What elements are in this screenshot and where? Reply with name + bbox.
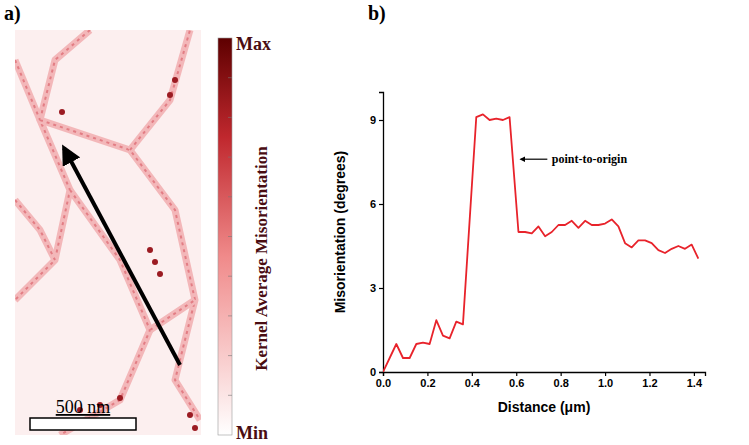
tick-mark <box>561 372 562 376</box>
tick-mark <box>605 372 606 376</box>
tick: 1.0 <box>598 372 613 389</box>
colorbar-tick <box>228 77 232 78</box>
grain-boundary <box>130 30 190 150</box>
scale-bar <box>30 418 136 430</box>
colorbar-tick <box>228 157 232 158</box>
data-line <box>383 114 698 372</box>
tick-mark <box>649 372 650 376</box>
tick: 0.0 <box>376 372 391 389</box>
tick-label: 0.2 <box>420 377 435 389</box>
figure: a) 500 nm Max Min Kernel Average Misorientat… <box>0 0 749 445</box>
colorbar-tick <box>228 395 232 396</box>
map <box>15 30 201 435</box>
high-kam-spot <box>147 247 153 253</box>
grain-boundary <box>40 120 200 420</box>
tick: 0.4 <box>465 372 481 389</box>
tick-mark <box>516 372 517 376</box>
tick-label: 1.0 <box>598 377 613 389</box>
tick-label: 6 <box>370 198 376 210</box>
tick-mark <box>379 120 383 121</box>
axis-line <box>384 373 706 377</box>
colorbar <box>218 38 232 435</box>
y-axis: 0 3 6 9 <box>370 93 384 379</box>
colorbar-min-label: Min <box>236 423 268 443</box>
high-kam-spot <box>167 92 173 98</box>
panel-label: b) <box>368 2 386 25</box>
grain-boundary <box>15 60 40 120</box>
high-kam-spot <box>117 395 123 401</box>
tick: 0 <box>370 366 383 378</box>
grain-boundary-core <box>15 30 90 300</box>
high-kam-spot <box>172 77 178 83</box>
grain-boundary-core <box>40 120 200 420</box>
colorbar-max-label: Max <box>236 34 271 54</box>
tick-mark <box>379 288 383 289</box>
line-profile-arrow <box>64 148 180 365</box>
tick: 1.4 <box>687 372 703 389</box>
y-axis-title: Misorientation (degrees) <box>332 151 348 314</box>
tick-label: 1.2 <box>642 377 657 389</box>
scale-bar-label: 500 nm <box>56 397 111 417</box>
colorbar-title: Kernel Average Misorientation <box>252 146 271 371</box>
colorbar-tick <box>228 236 232 237</box>
tick-label: 0.6 <box>509 377 524 389</box>
tick-label: 9 <box>370 114 376 126</box>
tick: 1.2 <box>642 372 657 389</box>
high-kam-spot <box>157 271 163 277</box>
tick-label: 0 <box>370 366 376 378</box>
tick: 0.2 <box>420 372 435 389</box>
tick: 0.8 <box>554 372 569 389</box>
colorbar-tick <box>228 117 232 118</box>
axis-line <box>379 93 384 373</box>
tick: 0.6 <box>509 372 524 389</box>
tick-label: 0.0 <box>376 377 391 389</box>
high-kam-spot <box>192 425 198 431</box>
grain-boundary-core <box>15 200 55 260</box>
x-axis: 0.0 0.2 0.4 0.6 0.8 1.0 1.2 1.4 <box>376 372 706 389</box>
tick-label: 0.4 <box>465 377 481 389</box>
high-kam-spot <box>59 109 65 115</box>
tick-label: 3 <box>370 282 376 294</box>
grain-boundary-core <box>15 60 40 120</box>
map-background <box>15 30 201 435</box>
annotation: point-to-origin <box>552 152 628 166</box>
x-axis-title: Distance (μm) <box>498 399 591 415</box>
tick-mark <box>472 372 473 376</box>
tick: 3 <box>370 282 383 294</box>
colorbar-tick <box>228 276 232 277</box>
colorbar-tick <box>228 196 232 197</box>
plot-area <box>383 114 698 372</box>
tick-mark <box>379 204 383 205</box>
high-kam-spot <box>187 412 193 418</box>
grain-boundary-core <box>130 30 190 150</box>
panel-label: a) <box>4 2 21 25</box>
tick-mark <box>427 372 428 376</box>
colorbar-tick <box>228 315 232 316</box>
tick-label: 0.8 <box>554 377 569 389</box>
annotation-arrow <box>521 159 548 160</box>
grain-boundary <box>15 30 90 300</box>
tick-mark <box>379 372 383 373</box>
tick: 9 <box>370 114 383 126</box>
tick-mark <box>694 372 695 376</box>
tick: 6 <box>370 198 383 210</box>
tick-label: 1.4 <box>687 377 703 389</box>
grain-boundary <box>15 200 55 260</box>
colorbar-tick <box>228 355 232 356</box>
high-kam-spot <box>152 259 158 265</box>
